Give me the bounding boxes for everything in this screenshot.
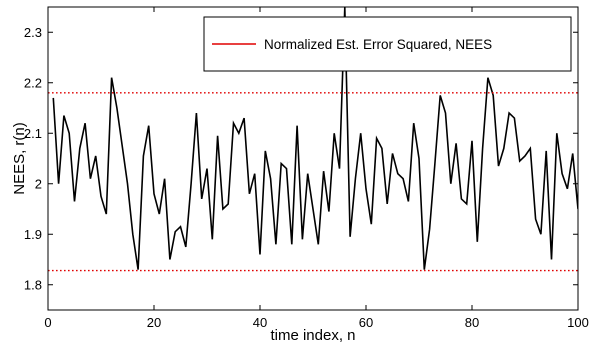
axes-frame <box>47 6 579 311</box>
legend-label-nees: Normalized Est. Error Squared, NEES <box>264 37 492 52</box>
y-tick-label: 2.2 <box>24 75 42 90</box>
y-axis-label: NEES, r(n) <box>11 122 28 195</box>
x-tick-label: 60 <box>359 315 373 330</box>
x-tick-label: 20 <box>147 315 161 330</box>
y-tick-label: 2.3 <box>24 25 42 40</box>
axis-tick-labels: 0 20 40 60 80 100 1.8 1.9 2 2.1 2.2 2.3 <box>24 25 589 330</box>
axis-ticks <box>47 7 579 310</box>
x-axis-label: time index, n <box>270 327 355 344</box>
x-tick-label: 40 <box>253 315 267 330</box>
x-tick-label: 0 <box>44 315 51 330</box>
series-line-nees <box>52 7 578 270</box>
plot-area <box>48 7 578 272</box>
legend-box <box>203 16 572 72</box>
y-tick-label: 1.9 <box>24 227 42 242</box>
y-tick-label: 1.8 <box>24 277 42 292</box>
y-tick-label: 2 <box>35 176 42 191</box>
legend: Normalized Est. Error Squared, NEES <box>203 16 572 72</box>
x-tick-label: 100 <box>567 315 589 330</box>
x-tick-label: 80 <box>465 315 479 330</box>
y-tick-label: 2.1 <box>24 126 42 141</box>
